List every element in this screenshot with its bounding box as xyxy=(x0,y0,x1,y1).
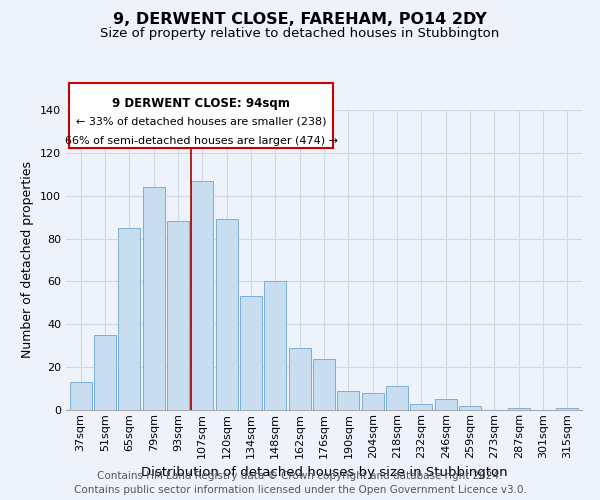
Bar xyxy=(265,282,286,410)
Bar xyxy=(459,406,481,410)
Bar xyxy=(362,393,383,410)
Bar xyxy=(240,296,262,410)
Text: 9 DERWENT CLOSE: 94sqm: 9 DERWENT CLOSE: 94sqm xyxy=(112,97,290,110)
Text: Size of property relative to detached houses in Stubbington: Size of property relative to detached ho… xyxy=(100,28,500,40)
Bar xyxy=(337,390,359,410)
Bar xyxy=(313,358,335,410)
Text: 9, DERWENT CLOSE, FAREHAM, PO14 2DY: 9, DERWENT CLOSE, FAREHAM, PO14 2DY xyxy=(113,12,487,28)
Text: ← 33% of detached houses are smaller (238): ← 33% of detached houses are smaller (23… xyxy=(76,116,326,126)
X-axis label: Distribution of detached houses by size in Stubbington: Distribution of detached houses by size … xyxy=(140,466,508,479)
Y-axis label: Number of detached properties: Number of detached properties xyxy=(22,162,34,358)
Bar xyxy=(508,408,530,410)
Bar xyxy=(386,386,408,410)
Text: Contains HM Land Registry data © Crown copyright and database right 2024.
Contai: Contains HM Land Registry data © Crown c… xyxy=(74,471,526,495)
Bar xyxy=(118,228,140,410)
Bar xyxy=(94,335,116,410)
Text: 66% of semi-detached houses are larger (474) →: 66% of semi-detached houses are larger (… xyxy=(65,136,337,146)
Bar xyxy=(435,400,457,410)
Bar xyxy=(289,348,311,410)
Bar xyxy=(167,222,189,410)
Bar xyxy=(143,187,164,410)
Bar xyxy=(191,180,213,410)
Bar xyxy=(215,220,238,410)
Bar xyxy=(70,382,92,410)
Bar xyxy=(556,408,578,410)
Bar xyxy=(410,404,433,410)
